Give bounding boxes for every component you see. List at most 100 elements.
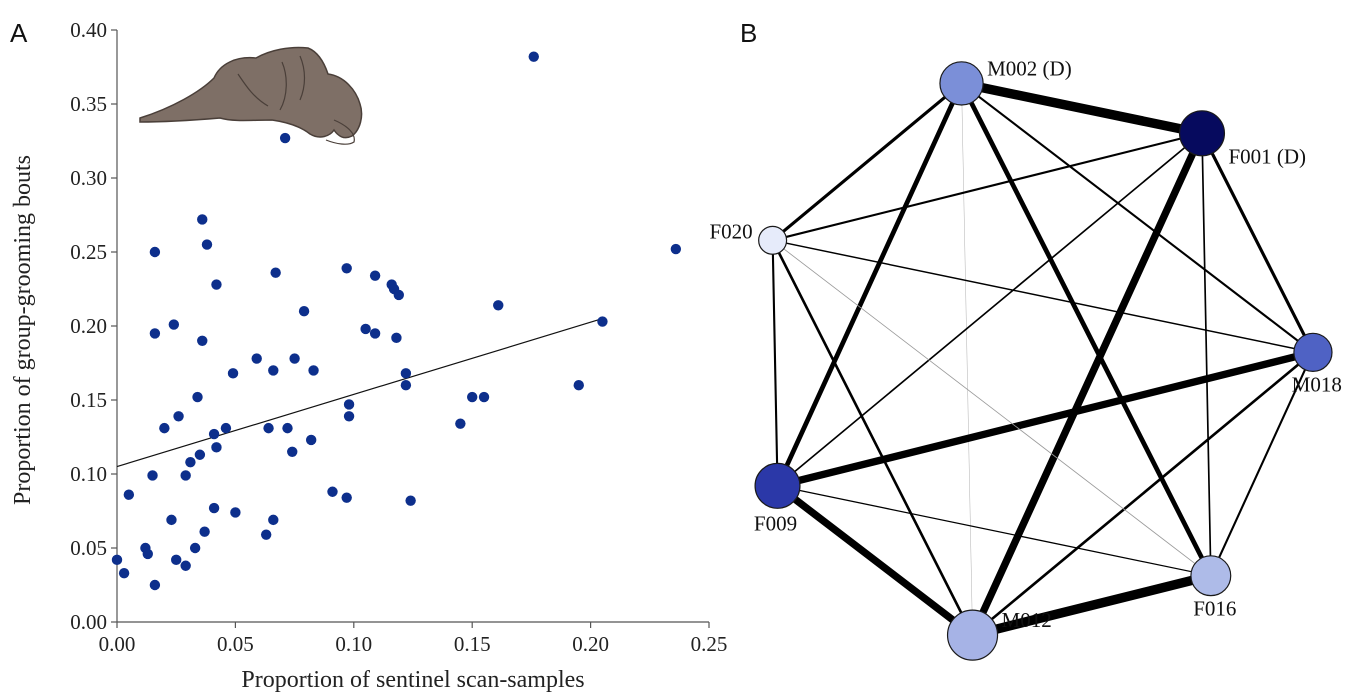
scatter-point xyxy=(263,422,274,434)
scatter-point xyxy=(597,316,608,327)
network-edge-m002-f001 xyxy=(956,78,1207,138)
x-tick-label: 0.10 xyxy=(335,632,372,656)
y-tick-label: 0.30 xyxy=(70,166,107,190)
network-edge-m018-f016 xyxy=(1209,351,1314,577)
network-edge-m002-f016 xyxy=(959,81,1214,579)
network-edge-f009-f020 xyxy=(771,239,779,487)
network-edge-m002-f020 xyxy=(771,81,964,242)
x-tick-label: 0.05 xyxy=(217,632,254,656)
scatter-point xyxy=(369,270,381,281)
scatter-point xyxy=(149,246,161,258)
trendline-layer xyxy=(116,318,603,468)
y-tick-label: 0.00 xyxy=(70,610,107,634)
grooming-meerkats-icon xyxy=(139,46,363,145)
scatter-point xyxy=(180,470,191,481)
network-edge-m002-m018 xyxy=(960,82,1314,354)
scatter-point xyxy=(260,529,272,540)
x-axis-title: Proportion of sentinel scan-samples xyxy=(241,667,584,693)
network-edges xyxy=(771,78,1317,640)
scatter-point xyxy=(227,368,239,379)
scatter-point xyxy=(166,514,177,526)
scatter-point xyxy=(199,526,210,537)
network-edge-m018-f009 xyxy=(773,348,1317,490)
network-node-m012 xyxy=(946,609,999,661)
network-node-label: F001 (D) xyxy=(1228,145,1306,169)
y-tick-label: 0.05 xyxy=(70,536,107,560)
network-edge-f001-f009 xyxy=(776,132,1203,487)
network-nodes xyxy=(754,61,1333,661)
scatter-point xyxy=(287,446,298,457)
x-tick-label: 0.00 xyxy=(99,632,136,656)
scatter-point xyxy=(369,328,381,339)
scatter-point xyxy=(123,489,135,500)
scatter-point xyxy=(171,554,182,566)
scatter-point xyxy=(220,422,232,434)
network-edge-m002-m012 xyxy=(961,83,973,636)
network-node-label: M012 xyxy=(1002,608,1052,632)
scatter-point xyxy=(268,365,279,376)
scatter-point xyxy=(194,449,206,460)
scatter-point xyxy=(670,243,682,255)
panel-letter-a: A xyxy=(10,18,28,48)
scatter-point xyxy=(201,239,213,250)
scatter-point xyxy=(270,267,281,278)
scatter-point xyxy=(405,495,416,506)
panel-b-network: B M002 (D) F001 (D) M018 F016 M012 F009 F020 xyxy=(709,18,1342,661)
network-node-label: F020 xyxy=(709,219,752,243)
scatter-point xyxy=(251,353,262,364)
panel-letter-b: B xyxy=(740,18,757,48)
scatter-point xyxy=(142,548,153,560)
network-edge-m002-f009 xyxy=(775,81,964,489)
y-tick-label: 0.35 xyxy=(70,92,107,116)
scatter-point xyxy=(189,542,201,554)
network-edge-f001-m012 xyxy=(968,129,1206,639)
network-edge-m012-f009 xyxy=(773,482,977,639)
scatter-point xyxy=(393,289,404,301)
y-tick-label: 0.40 xyxy=(70,18,107,42)
network-edge-m018-f020 xyxy=(771,239,1314,354)
scatter-point xyxy=(149,328,161,339)
network-node-f020 xyxy=(758,225,788,255)
network-edge-f001-f020 xyxy=(771,132,1204,242)
x-tick-label: 0.15 xyxy=(454,632,491,656)
scatter-point xyxy=(400,368,412,379)
scatter-point xyxy=(111,554,123,566)
x-tick-label: 0.25 xyxy=(691,632,728,656)
scatter-point xyxy=(279,132,291,144)
scatter-point xyxy=(197,335,208,346)
y-tick-label: 0.20 xyxy=(70,314,107,338)
scatter-point xyxy=(341,263,352,274)
scatter-point xyxy=(327,486,338,497)
scatter-point xyxy=(528,51,539,62)
scatter-point xyxy=(180,560,191,571)
scatter-point xyxy=(197,214,208,225)
scatter-point xyxy=(467,391,478,403)
network-edge-f001-m018 xyxy=(1200,131,1315,354)
network-node-label: M002 (D) xyxy=(987,56,1072,80)
trendline xyxy=(116,318,603,468)
network-node-label: F009 xyxy=(754,511,797,535)
scatter-point xyxy=(360,323,371,335)
scatter-point xyxy=(159,422,170,434)
scatter-point xyxy=(168,319,180,330)
network-edge-m012-f020 xyxy=(771,239,974,637)
y-tick-label: 0.15 xyxy=(70,388,107,412)
scatter-point xyxy=(230,507,241,518)
scatter-point xyxy=(211,279,222,290)
scatter-point xyxy=(343,411,355,422)
network-edge-f001-f016 xyxy=(1201,132,1212,577)
scatter-point xyxy=(308,365,319,376)
scatter-point xyxy=(282,422,293,434)
panel-a-scatter: A 0.00 0.05 0.10 0.15 0.20 0.25 0.30 0.35 0.40 0.… xyxy=(10,18,727,693)
x-tick-label: 0.20 xyxy=(572,632,609,656)
network-edge-m018-m012 xyxy=(971,351,1315,637)
scatter-point xyxy=(185,456,196,468)
scatter-point xyxy=(341,492,352,503)
y-tick-label: 0.25 xyxy=(70,240,107,264)
network-edge-f016-f020 xyxy=(772,239,1212,577)
scatter-point xyxy=(455,418,466,429)
scatter-point xyxy=(391,332,402,344)
scatter-point xyxy=(268,514,279,526)
network-node-f009 xyxy=(754,462,801,509)
